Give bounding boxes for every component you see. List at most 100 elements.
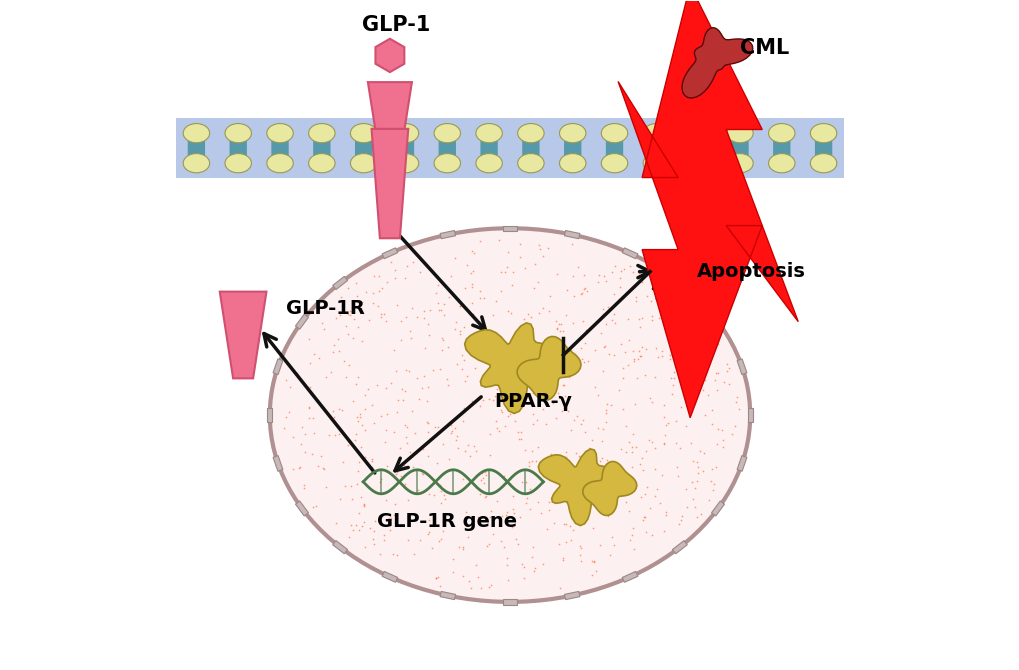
Point [451, 300, 468, 311]
Point [296, 483, 312, 494]
Point [420, 318, 436, 329]
Point [423, 543, 439, 553]
Point [644, 436, 660, 447]
Ellipse shape [727, 153, 752, 173]
Point [708, 385, 725, 395]
Point [714, 435, 731, 446]
Point [586, 556, 602, 567]
Point [467, 363, 483, 374]
Point [454, 541, 471, 552]
Point [379, 513, 395, 524]
Point [683, 316, 699, 327]
Point [454, 474, 471, 485]
Point [688, 456, 704, 467]
Point [440, 292, 457, 303]
Point [511, 433, 527, 444]
Point [526, 282, 542, 293]
Point [641, 503, 657, 514]
Point [568, 356, 584, 367]
Point [610, 385, 627, 395]
Point [340, 359, 357, 370]
Point [463, 582, 479, 593]
Point [356, 517, 372, 527]
Point [325, 405, 341, 416]
FancyBboxPatch shape [438, 138, 455, 159]
Point [634, 515, 650, 525]
Point [433, 345, 449, 356]
Point [614, 263, 631, 274]
Polygon shape [273, 456, 282, 471]
Point [365, 287, 381, 298]
Point [434, 334, 450, 345]
Point [292, 438, 309, 449]
Point [673, 515, 689, 525]
Point [411, 393, 427, 404]
Point [726, 421, 742, 431]
Point [300, 412, 316, 423]
Point [605, 289, 622, 299]
Point [548, 335, 565, 346]
Point [501, 381, 518, 392]
Point [305, 502, 321, 513]
Point [314, 318, 330, 328]
Point [481, 428, 497, 439]
Point [584, 484, 600, 494]
Point [297, 429, 313, 440]
Point [730, 403, 746, 414]
Point [574, 354, 590, 364]
Point [643, 314, 659, 325]
Point [378, 425, 394, 436]
Point [679, 502, 695, 513]
Point [493, 405, 510, 415]
Point [376, 529, 392, 540]
Point [354, 420, 370, 431]
Point [671, 519, 687, 529]
Ellipse shape [601, 153, 627, 173]
Ellipse shape [768, 123, 794, 143]
Point [551, 326, 568, 336]
Point [352, 409, 368, 419]
Ellipse shape [309, 153, 334, 173]
Point [420, 515, 436, 525]
Point [637, 446, 653, 457]
Point [664, 380, 681, 391]
Point [337, 371, 354, 382]
Point [375, 535, 391, 545]
Point [446, 253, 463, 263]
Point [707, 461, 723, 472]
FancyBboxPatch shape [396, 138, 414, 159]
Ellipse shape [270, 228, 749, 602]
Point [554, 379, 571, 390]
FancyBboxPatch shape [176, 118, 843, 178]
Point [488, 423, 504, 433]
Point [627, 291, 643, 302]
Point [543, 386, 559, 397]
FancyBboxPatch shape [187, 138, 205, 159]
Point [448, 358, 465, 369]
Point [436, 310, 452, 321]
Point [372, 477, 388, 488]
Point [639, 482, 655, 492]
Point [619, 359, 635, 370]
Point [347, 379, 364, 389]
Point [521, 348, 537, 359]
Point [572, 452, 588, 462]
Point [683, 477, 699, 488]
Point [663, 389, 680, 399]
Point [454, 403, 471, 413]
Point [301, 402, 317, 413]
Point [477, 491, 493, 502]
Point [490, 362, 506, 373]
Point [484, 529, 500, 539]
Point [504, 491, 521, 502]
Point [588, 501, 604, 512]
Point [434, 439, 450, 450]
Point [357, 287, 373, 297]
Ellipse shape [351, 123, 376, 143]
Point [673, 384, 689, 395]
Point [431, 480, 447, 490]
Point [557, 519, 574, 529]
Point [620, 437, 636, 448]
Polygon shape [219, 291, 266, 379]
Point [364, 533, 380, 544]
